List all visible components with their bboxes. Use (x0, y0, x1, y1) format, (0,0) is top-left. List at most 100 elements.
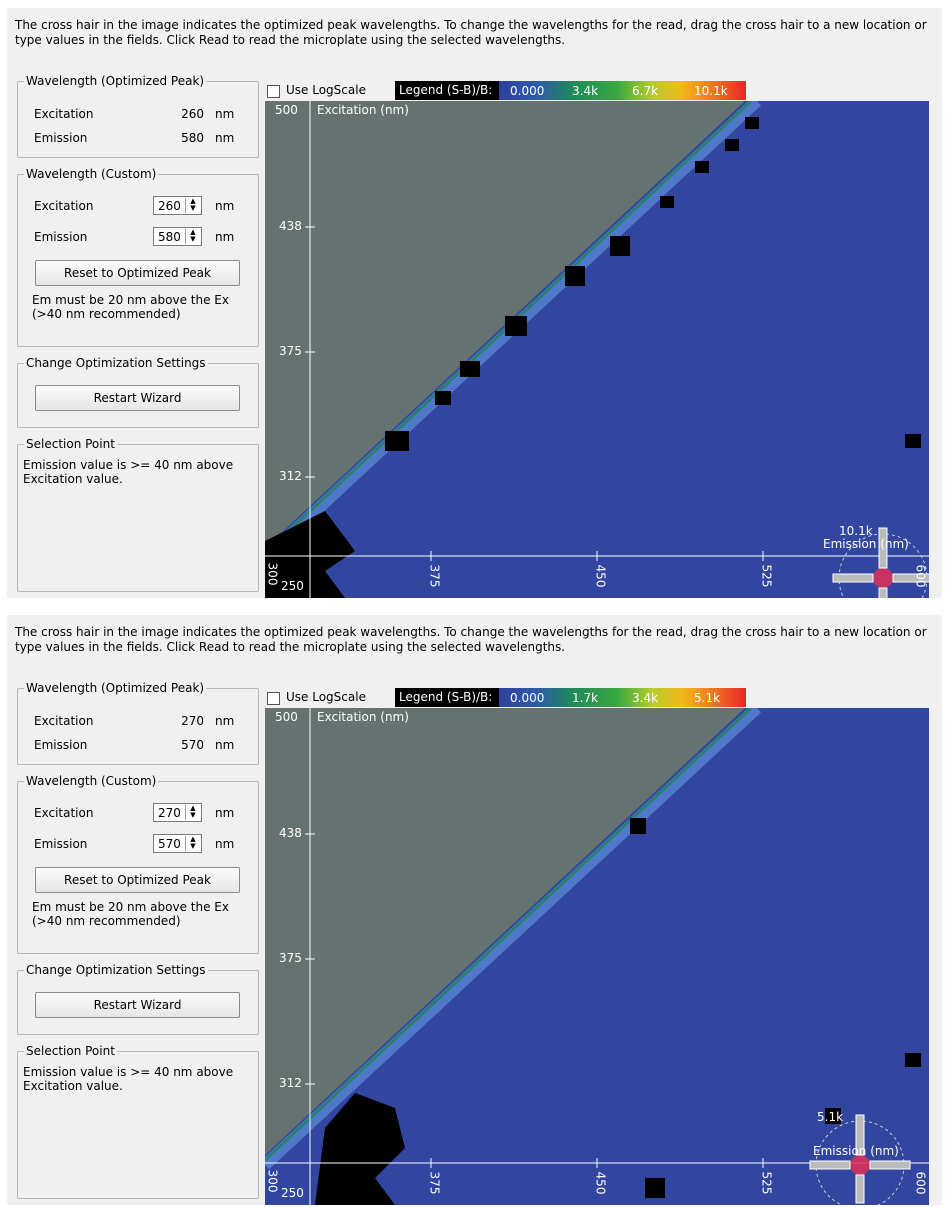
x-axis-label: Emission (nm) (813, 1144, 899, 1158)
optimization-panel-2: The cross hair in the image indicates th… (7, 615, 942, 1205)
custom-excitation-value[interactable]: 270 (158, 806, 181, 820)
custom-excitation-value[interactable]: 260 (158, 199, 181, 213)
diagonal-edge (265, 708, 753, 1162)
peak-value-label: 10.1k (839, 524, 873, 538)
x-tick-300: 300 (265, 1169, 280, 1193)
selection-point-group: Selection Point (17, 437, 259, 592)
legend-tick-4: 10.1k (694, 84, 728, 98)
custom-excitation-stepper[interactable]: 270 ▲ ▼ (153, 803, 202, 822)
selection-point-group: Selection Point (17, 1044, 259, 1199)
optimized-peak-group: Wavelength (Optimized Peak) (17, 74, 259, 158)
optimized-peak-title: Wavelength (Optimized Peak) (26, 681, 205, 695)
custom-wavelength-group: Wavelength (Custom) (17, 774, 259, 954)
y-tick-438: 438 (279, 219, 302, 233)
spinner-arrows-icon[interactable]: ▲ ▼ (185, 198, 200, 213)
custom-emission-unit: nm (215, 837, 235, 851)
custom-emission-stepper[interactable]: 570 ▲ ▼ (153, 834, 202, 853)
x-tick-525: 525 (759, 564, 774, 588)
y-tick-375: 375 (279, 344, 302, 358)
legend-color-bar (499, 688, 746, 707)
use-logscale-label[interactable]: Use LogScale (286, 690, 366, 704)
heatmap-canvas[interactable] (265, 101, 929, 598)
spinner-arrows-icon[interactable]: ▲ ▼ (185, 229, 200, 244)
legend-title: Legend (S-B)/B: (395, 688, 501, 707)
use-logscale-checkbox[interactable] (267, 85, 280, 98)
optimized-peak-group: Wavelength (Optimized Peak) (17, 681, 259, 765)
selection-point-title: Selection Point (26, 1044, 115, 1058)
crosshair-icon[interactable] (809, 1114, 911, 1205)
optimized-emission-unit: nm (215, 738, 235, 752)
y-tick-375: 375 (279, 951, 302, 965)
spinner-arrows-icon[interactable]: ▲ ▼ (185, 836, 200, 851)
custom-excitation-stepper[interactable]: 260 ▲ ▼ (153, 196, 202, 215)
reset-optimized-peak-button[interactable]: Reset to Optimized Peak (35, 260, 240, 286)
custom-emission-value[interactable]: 570 (158, 837, 181, 851)
change-settings-title: Change Optimization Settings (26, 356, 206, 370)
optimized-emission-label: Emission (34, 738, 88, 752)
custom-emission-value[interactable]: 580 (158, 230, 181, 244)
wavelength-heatmap[interactable]: 500 Excitation (nm) 438 375 312 250 300 … (265, 708, 929, 1205)
spinner-arrows-icon[interactable]: ▲ ▼ (185, 805, 200, 820)
wavelength-constraint-note: Em must be 20 nm above the Ex (>40 nm re… (32, 293, 229, 321)
optimized-emission-value: 580 (181, 131, 204, 145)
legend-title: Legend (S-B)/B: (395, 81, 501, 100)
wavelength-constraint-note: Em must be 20 nm above the Ex (>40 nm re… (32, 900, 229, 928)
optimized-excitation-value: 270 (181, 714, 204, 728)
x-tick-600: 600 (913, 564, 928, 588)
custom-excitation-unit: nm (215, 199, 235, 213)
y-tick-250: 250 (281, 1186, 304, 1200)
restart-wizard-button[interactable]: Restart Wizard (35, 385, 240, 411)
selection-point-text: Emission value is >= 40 nm above Excitat… (23, 458, 234, 486)
y-tick-312: 312 (279, 1076, 302, 1090)
masked-region (265, 708, 745, 1155)
selection-point-text: Emission value is >= 40 nm above Excitat… (23, 1065, 234, 1093)
restart-wizard-button[interactable]: Restart Wizard (35, 992, 240, 1018)
custom-emission-stepper[interactable]: 580 ▲ ▼ (153, 227, 202, 246)
custom-excitation-label: Excitation (34, 806, 94, 820)
legend-tick-3: 6.7k (632, 84, 659, 98)
y-tick-500: 500 (275, 103, 298, 117)
custom-excitation-unit: nm (215, 806, 235, 820)
x-tick-375: 375 (427, 1171, 442, 1195)
x-tick-525: 525 (759, 1171, 774, 1195)
x-tick-450: 450 (593, 564, 608, 588)
change-settings-group: Change Optimization Settings (17, 963, 259, 1035)
legend-tick-3: 3.4k (632, 691, 659, 705)
heatmap-canvas[interactable] (265, 708, 929, 1205)
optimized-emission-value: 570 (181, 738, 204, 752)
y-tick-438: 438 (279, 826, 302, 840)
legend-tick-1: 0.000 (510, 84, 545, 98)
selection-point-title: Selection Point (26, 437, 115, 451)
x-tick-450: 450 (593, 1171, 608, 1195)
instructions-text: The cross hair in the image indicates th… (15, 625, 927, 654)
custom-emission-unit: nm (215, 230, 235, 244)
use-logscale-checkbox[interactable] (267, 692, 280, 705)
legend-color-bar (499, 81, 746, 100)
custom-emission-label: Emission (34, 837, 88, 851)
y-tick-500: 500 (275, 710, 298, 724)
reset-optimized-peak-button[interactable]: Reset to Optimized Peak (35, 867, 240, 893)
y-axis-label: Excitation (nm) (317, 103, 409, 117)
optimized-emission-unit: nm (215, 131, 235, 145)
change-settings-title: Change Optimization Settings (26, 963, 206, 977)
optimized-excitation-unit: nm (215, 714, 235, 728)
legend-tick-2: 3.4k (572, 84, 599, 98)
change-settings-group: Change Optimization Settings (17, 356, 259, 428)
custom-emission-label: Emission (34, 230, 88, 244)
custom-wavelength-title: Wavelength (Custom) (26, 167, 157, 181)
optimized-excitation-label: Excitation (34, 107, 94, 121)
y-tick-312: 312 (279, 469, 302, 483)
optimized-emission-label: Emission (34, 131, 88, 145)
axes (265, 101, 929, 598)
x-axis-label: Emission (nm) (823, 537, 909, 551)
use-logscale-label[interactable]: Use LogScale (286, 83, 366, 97)
optimized-peak-title: Wavelength (Optimized Peak) (26, 74, 205, 88)
wavelength-heatmap[interactable]: 500 Excitation (nm) 438 375 312 250 300 … (265, 101, 929, 598)
peak-value-label: 5.1k (817, 1110, 844, 1124)
custom-wavelength-group: Wavelength (Custom) (17, 167, 259, 347)
optimization-panel-1: The cross hair in the image indicates th… (7, 8, 942, 598)
crosshair-icon[interactable] (832, 527, 929, 598)
x-tick-600: 600 (913, 1171, 928, 1195)
legend-tick-1: 0.000 (510, 691, 545, 705)
legend-tick-2: 1.7k (572, 691, 599, 705)
